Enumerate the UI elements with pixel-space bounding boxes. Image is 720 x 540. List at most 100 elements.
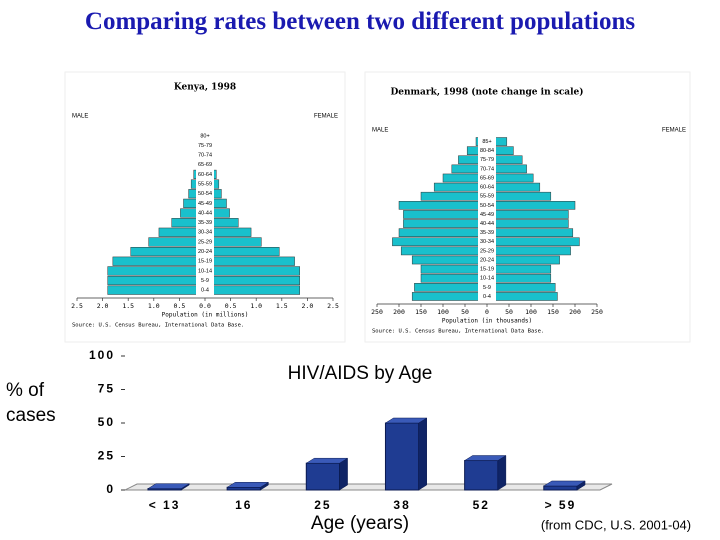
bar xyxy=(411,292,488,301)
age-column xyxy=(478,137,496,301)
x-tick-label: 2.5 xyxy=(71,302,83,310)
age-label: 15-19 xyxy=(480,267,494,273)
age-label: 45-49 xyxy=(480,212,494,218)
bar xyxy=(420,264,488,274)
bar-top xyxy=(147,483,191,489)
x-tick-label: 100 xyxy=(525,308,537,316)
bar xyxy=(204,256,295,266)
bar xyxy=(464,460,499,491)
bar xyxy=(486,228,574,237)
bar xyxy=(486,210,569,219)
age-label: 80+ xyxy=(200,133,209,139)
x-tick-label: 1.5 xyxy=(122,302,134,310)
x-tick-label: 150 xyxy=(415,308,427,316)
age-label: 65-69 xyxy=(198,162,212,168)
x-tick-label: 150 xyxy=(547,308,559,316)
source: Source: U.S. Census Bureau, Internationa… xyxy=(72,323,244,329)
x-tick-label: 200 xyxy=(393,308,405,316)
x-tick-label: 1.0 xyxy=(148,302,160,310)
x-tick-label: 50 xyxy=(505,308,513,316)
age-label: 60-64 xyxy=(480,185,494,191)
age-label: 55-59 xyxy=(198,182,212,188)
chart-title: HIV/AIDS by Age xyxy=(288,363,433,384)
age-label: 20-24 xyxy=(480,257,494,263)
x-tick-label: < 13 xyxy=(149,498,181,512)
age-label: 70-74 xyxy=(198,153,212,159)
bar-side xyxy=(497,455,507,491)
age-label: 25-29 xyxy=(198,239,212,245)
age-label: 0-4 xyxy=(483,294,491,300)
bar-side xyxy=(339,457,348,491)
bar xyxy=(543,485,578,491)
age-label: 30-34 xyxy=(198,230,212,236)
bar-top xyxy=(226,482,270,488)
age-label: 40-44 xyxy=(480,221,494,227)
bar xyxy=(486,219,569,228)
age-label: 75-79 xyxy=(480,157,494,163)
left-label: MALE xyxy=(72,114,88,120)
age-label: 10-14 xyxy=(198,268,212,274)
x-tick-label: 0.5 xyxy=(225,302,237,310)
bar xyxy=(411,255,488,265)
bar xyxy=(204,247,280,257)
bar xyxy=(486,246,571,256)
bar xyxy=(204,285,300,295)
y-tick-label: 0 xyxy=(106,482,115,496)
x-tick-label: 1.0 xyxy=(250,302,262,310)
age-label: 40-44 xyxy=(198,210,212,216)
x-tick-label: 0 xyxy=(485,308,489,316)
y-tick-label: 75 xyxy=(98,382,115,396)
age-label: 35-39 xyxy=(198,220,212,226)
x-tick-label: 16 xyxy=(235,498,252,512)
y-tick-label: 50 xyxy=(98,415,115,429)
bar xyxy=(398,228,488,237)
bar xyxy=(130,247,206,257)
right-label: FEMALE xyxy=(662,128,686,134)
x-tick-label: 2.0 xyxy=(97,302,109,310)
bar xyxy=(400,246,488,256)
x-tick-label: 1.5 xyxy=(276,302,288,310)
bar xyxy=(107,285,206,295)
age-label: 50-54 xyxy=(480,203,494,209)
note: (from CDC, U.S. 2001-04) xyxy=(541,517,691,532)
age-label: 75-79 xyxy=(198,143,212,149)
age-label: 25-29 xyxy=(480,248,494,254)
x-axis-label: Population (in thousands) xyxy=(442,318,532,325)
floor xyxy=(124,483,613,491)
chart-title: Kenya, 1998 xyxy=(174,83,236,93)
age-label: 5-9 xyxy=(201,278,209,284)
bar xyxy=(403,219,488,228)
bar-top xyxy=(542,480,586,487)
bar-top xyxy=(384,417,428,424)
bar xyxy=(392,237,488,247)
bar xyxy=(486,191,552,201)
bar xyxy=(204,266,300,276)
bar-top xyxy=(305,457,349,464)
x-tick-label: > 59 xyxy=(545,498,577,512)
y-axis-label: % of cases xyxy=(6,380,56,426)
age-label: 5-9 xyxy=(483,285,491,291)
bar xyxy=(486,273,552,283)
bar xyxy=(420,273,488,283)
bar-top xyxy=(463,455,507,461)
y-tick-label: 100 xyxy=(89,348,115,362)
x-tick-label: 0.0 xyxy=(199,302,211,310)
x-tick-label: 250 xyxy=(591,308,603,316)
x-tick-label: 50 xyxy=(461,308,469,316)
bar xyxy=(414,283,488,292)
bar xyxy=(420,191,488,201)
bar-side xyxy=(418,417,427,491)
age-label: 10-14 xyxy=(480,276,494,282)
age-label: 15-19 xyxy=(198,259,212,265)
x-tick-label: 38 xyxy=(393,498,410,512)
x-tick-label: 100 xyxy=(437,308,449,316)
age-label: 0-4 xyxy=(201,288,209,294)
bar xyxy=(384,422,420,491)
bar xyxy=(204,275,300,286)
bar xyxy=(486,201,576,210)
bar xyxy=(486,292,558,301)
age-label: 60-64 xyxy=(198,172,212,178)
age-label: 70-74 xyxy=(480,166,494,172)
bar xyxy=(486,255,560,265)
